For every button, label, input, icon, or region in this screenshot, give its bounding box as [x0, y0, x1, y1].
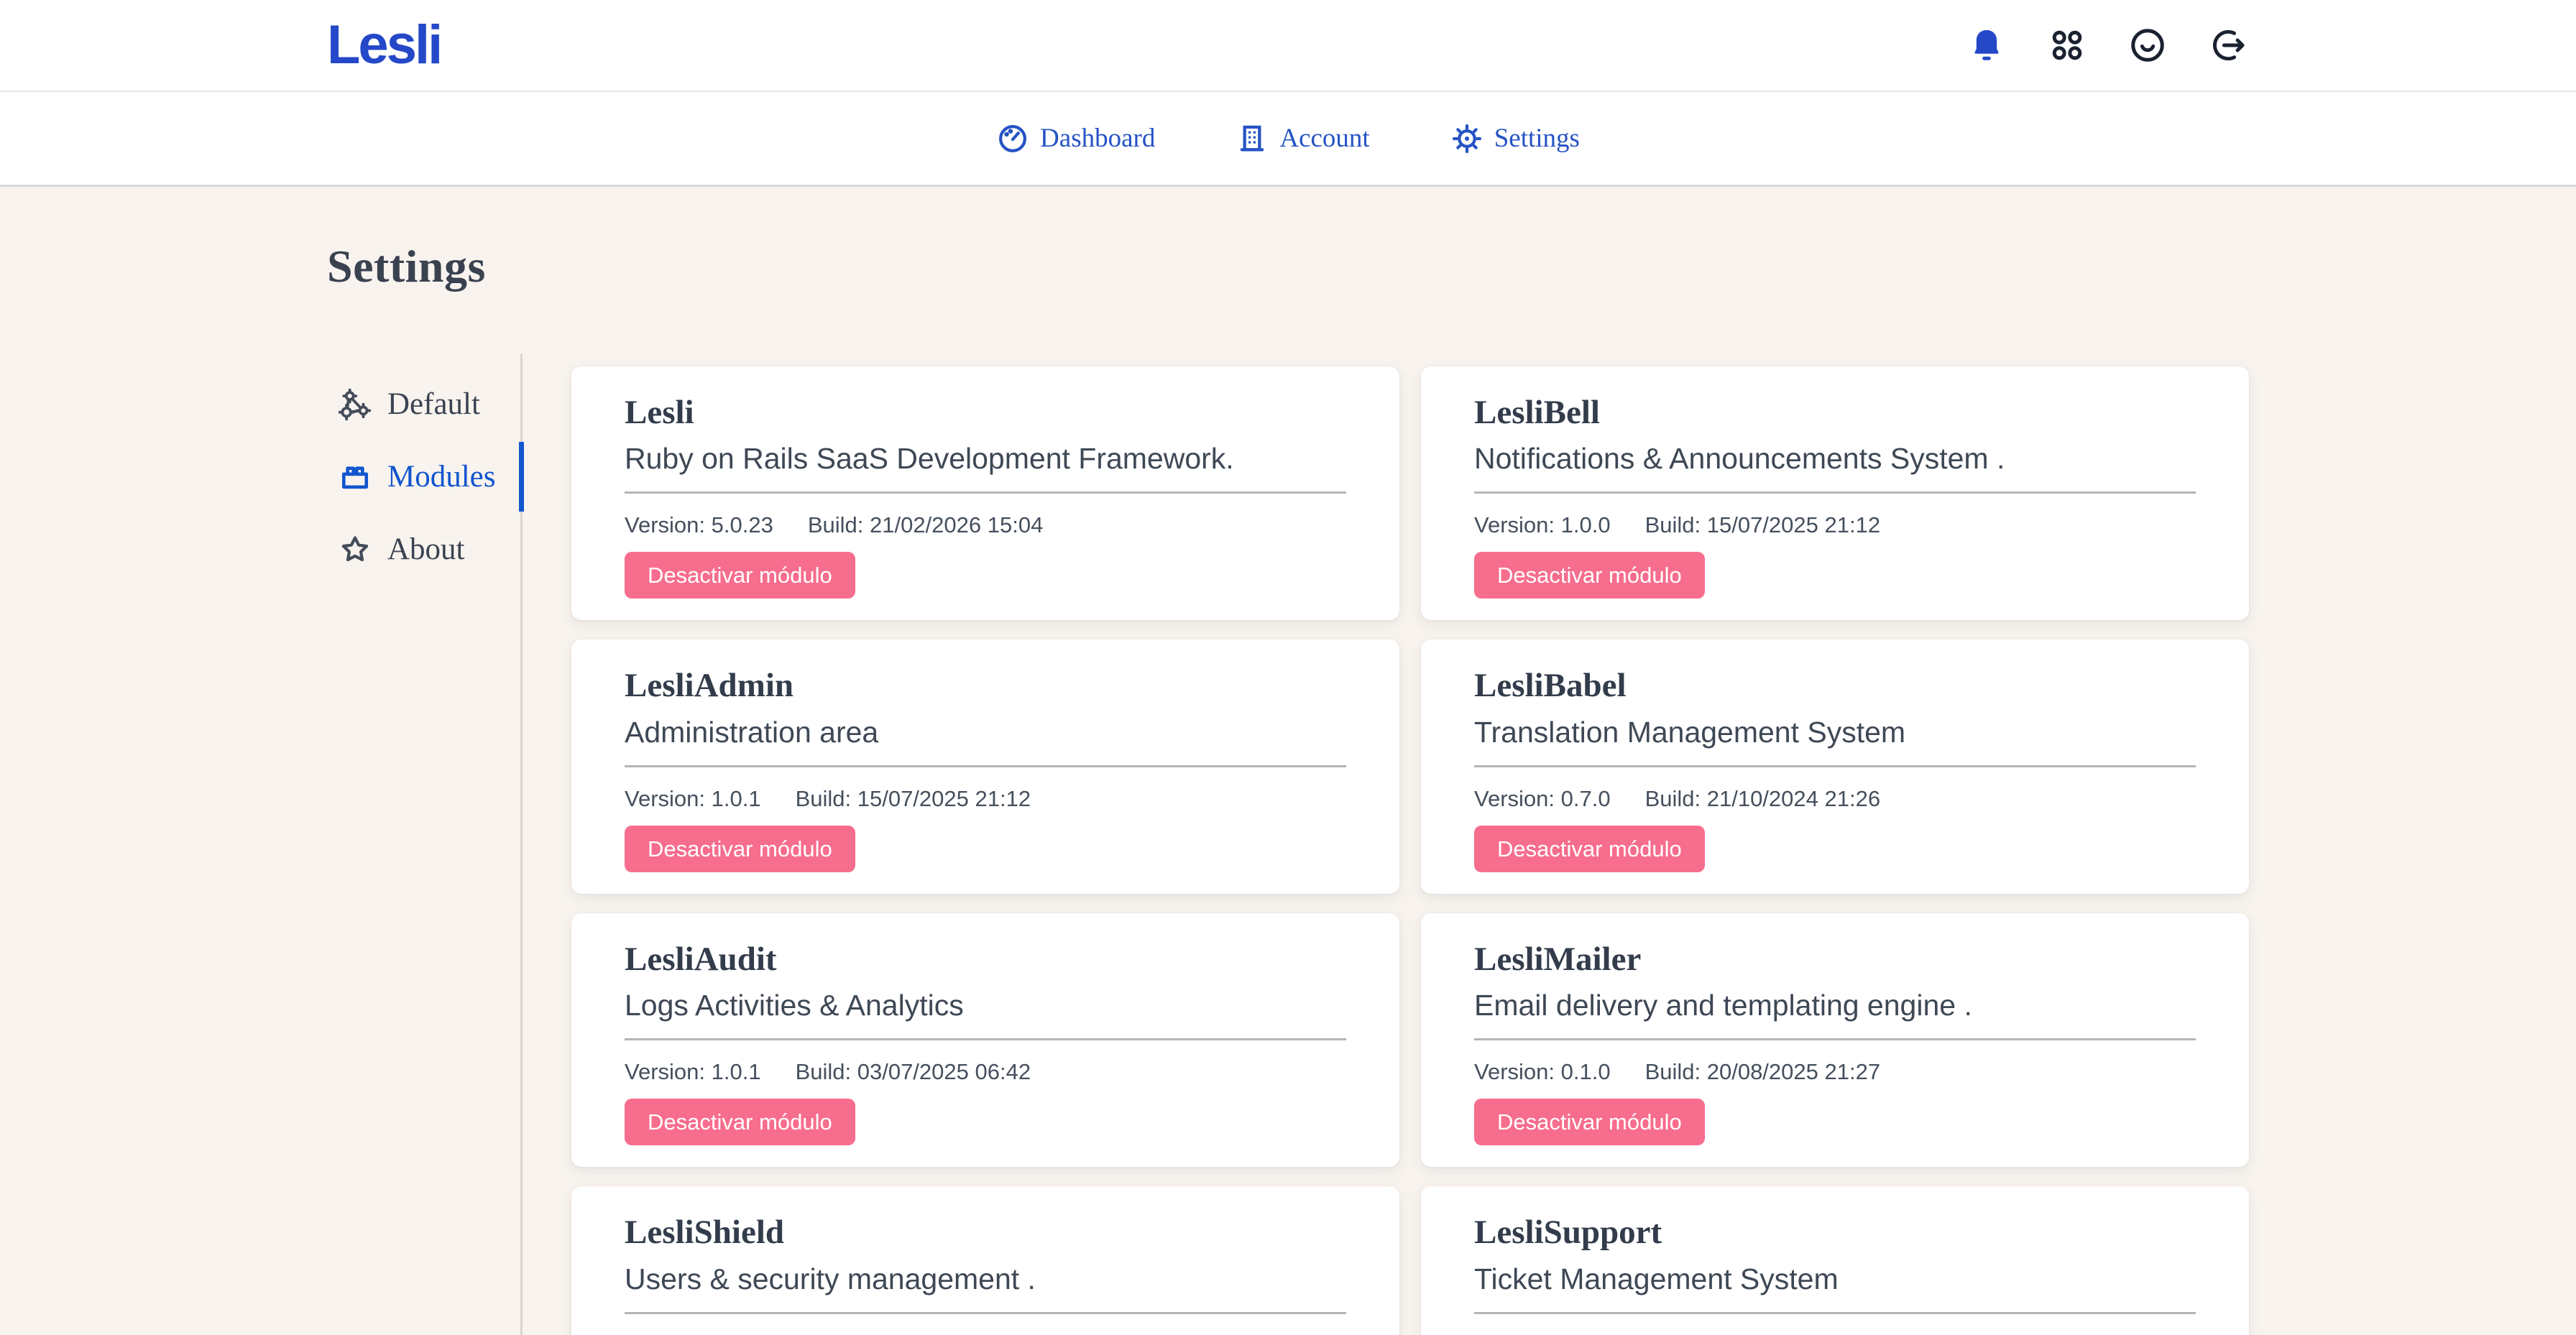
module-build: Build: 15/07/2025 21:12 [1644, 512, 1881, 538]
module-card: Lesli Ruby on Rails SaaS Development Fra… [571, 366, 1399, 621]
top-bar-actions [1966, 24, 2249, 66]
mood-button[interactable] [2127, 24, 2168, 66]
gauge-icon [999, 124, 1027, 152]
sidebar-item-default[interactable]: Default [327, 368, 520, 440]
module-card: LesliAudit Logs Activities & Analytics V… [571, 913, 1399, 1168]
brick-icon [341, 466, 369, 489]
nav-item-label: Account [1279, 124, 1370, 153]
module-card: LesliBabel Translation Management System… [1421, 639, 2249, 894]
module-version: Version: 1.0.1 [625, 785, 761, 811]
gear-icon [1452, 124, 1481, 153]
deactivate-module-button[interactable]: Desactivar módulo [1474, 552, 1705, 599]
module-title: LesliBabel [1474, 667, 1627, 705]
module-description: Email delivery and templating engine . [1474, 989, 1972, 1022]
building-icon [1241, 125, 1264, 151]
card-divider [625, 764, 1346, 767]
card-divider [1474, 1311, 2196, 1314]
module-title: Lesli [625, 394, 694, 431]
module-description: Administration area [625, 715, 879, 749]
card-divider [625, 1311, 1346, 1314]
card-divider [625, 1038, 1346, 1041]
settings-page: Settings Default [0, 187, 2576, 1335]
gears-network-icon [339, 388, 372, 420]
sidebar-item-modules[interactable]: Modules [327, 440, 524, 513]
module-title: LesliAdmin [625, 667, 794, 705]
module-card: LesliBell Notifications & Announcements … [1421, 366, 2249, 621]
sidebar-item-label: About [387, 532, 465, 566]
module-title: LesliShield [625, 1214, 785, 1252]
module-card: LesliSupport Ticket Management System [1421, 1186, 2249, 1335]
logout-icon [2212, 29, 2245, 61]
app-logo[interactable]: Lesli [327, 14, 443, 75]
module-meta: Version: 5.0.23 Build: 21/02/2026 15:04 [625, 514, 1346, 536]
deactivate-module-button[interactable]: Desactivar módulo [1474, 1099, 1705, 1146]
module-meta: Version: 1.0.1 Build: 15/07/2025 21:12 [625, 787, 1346, 810]
logout-button[interactable] [2207, 24, 2249, 66]
settings-sidebar: Default Modules About [327, 354, 524, 1335]
module-build: Build: 21/10/2024 21:26 [1644, 785, 1881, 811]
module-version: Version: 5.0.23 [625, 512, 773, 538]
deactivate-module-button[interactable]: Desactivar módulo [625, 825, 855, 872]
apps-grid-icon [2052, 30, 2082, 60]
sidebar-item-about[interactable]: About [327, 513, 520, 586]
nav-item-label: Settings [1494, 124, 1580, 153]
card-divider [1474, 491, 2196, 494]
module-build: Build: 03/07/2025 06:42 [795, 1059, 1031, 1085]
module-description: Logs Activities & Analytics [625, 989, 964, 1022]
main-nav: Dashboard Account Settings [0, 92, 2576, 187]
page-title: Settings [327, 241, 486, 292]
module-card: LesliShield Users & security management … [571, 1186, 1399, 1335]
card-divider [1474, 764, 2196, 767]
module-card: LesliAdmin Administration area Version: … [571, 639, 1399, 894]
module-description: Ticket Management System [1474, 1262, 1839, 1295]
module-title: LesliSupport [1474, 1214, 1662, 1252]
sidebar-item-label: Default [387, 387, 480, 421]
apps-button[interactable] [2046, 24, 2088, 66]
modules-grid: Lesli Ruby on Rails SaaS Development Fra… [571, 366, 2249, 1335]
module-meta: Version: 1.0.1 Build: 03/07/2025 06:42 [625, 1061, 1346, 1083]
module-version: Version: 1.0.1 [625, 1059, 761, 1085]
deactivate-module-button[interactable]: Desactivar módulo [625, 552, 855, 599]
module-description: Ruby on Rails SaaS Development Framework… [625, 442, 1234, 476]
module-description: Translation Management System [1474, 715, 1906, 749]
star-icon [341, 535, 369, 561]
sidebar-item-label: Modules [387, 460, 496, 494]
module-title: LesliAudit [625, 940, 777, 978]
bell-icon [1974, 29, 1999, 60]
card-divider [625, 491, 1346, 494]
module-version: Version: 1.0.0 [1474, 512, 1611, 538]
module-meta: Version: 0.7.0 Build: 21/10/2024 21:26 [1474, 787, 2196, 810]
deactivate-module-button[interactable]: Desactivar módulo [1474, 825, 1705, 872]
module-card: LesliMailer Email delivery and templatin… [1421, 913, 2249, 1168]
module-meta: Version: 1.0.0 Build: 15/07/2025 21:12 [1474, 514, 2196, 536]
notifications-button[interactable] [1966, 24, 2007, 66]
module-description: Users & security management . [625, 1262, 1036, 1295]
module-title: LesliBell [1474, 394, 1600, 431]
deactivate-module-button[interactable]: Desactivar módulo [625, 1099, 855, 1146]
nav-item-label: Dashboard [1040, 124, 1156, 153]
module-description: Notifications & Announcements System . [1474, 442, 2005, 476]
module-build: Build: 20/08/2025 21:27 [1644, 1059, 1881, 1085]
module-version: Version: 0.1.0 [1474, 1059, 1611, 1085]
nav-item-settings[interactable]: Settings [1450, 122, 1580, 155]
module-build: Build: 21/02/2026 15:04 [807, 512, 1044, 538]
module-build: Build: 15/07/2025 21:12 [795, 785, 1031, 811]
smiley-icon [2131, 29, 2164, 62]
module-title: LesliMailer [1474, 940, 1642, 978]
module-version: Version: 0.7.0 [1474, 785, 1611, 811]
module-meta: Version: 0.1.0 Build: 20/08/2025 21:27 [1474, 1061, 2196, 1083]
top-bar: Lesli [0, 0, 2576, 92]
nav-item-account[interactable]: Account [1236, 122, 1370, 155]
nav-item-dashboard[interactable]: Dashboard [996, 122, 1155, 155]
card-divider [1474, 1038, 2196, 1041]
